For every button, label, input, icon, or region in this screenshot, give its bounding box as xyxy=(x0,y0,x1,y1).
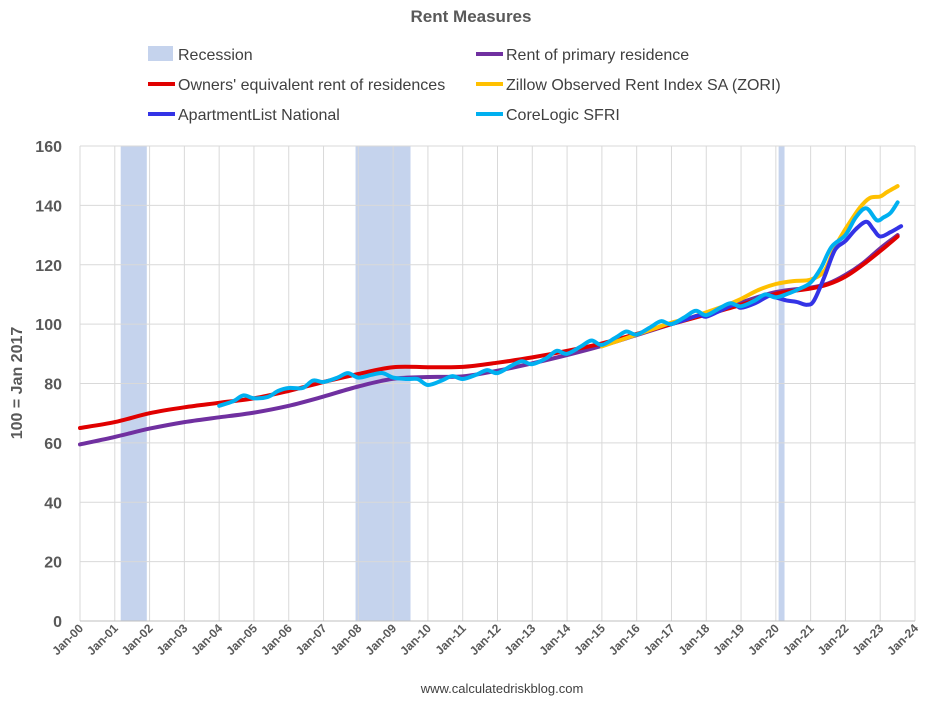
legend-swatch-recession xyxy=(148,46,173,61)
series-line-corelogic-sfri xyxy=(217,200,900,408)
y-tick-label: 160 xyxy=(35,139,62,156)
legend-label-rent-of-primary-residence: Rent of primary residence xyxy=(506,47,689,64)
y-tick-label: 20 xyxy=(44,555,62,572)
legend-label-recession: Recession xyxy=(178,47,253,64)
legend-label-apartmentlist-national: ApartmentList National xyxy=(178,107,340,124)
y-tick-label: 120 xyxy=(35,258,62,275)
y-tick-label: 140 xyxy=(35,198,62,215)
y-axis-label: 100 = Jan 2017 xyxy=(9,327,26,440)
series-line-zillow-observed-rent-index-sa-zori xyxy=(599,184,900,349)
legend-label-zillow-observed-rent-index-sa-zori: Zillow Observed Rent Index SA (ZORI) xyxy=(506,77,781,94)
y-tick-label: 40 xyxy=(44,495,62,512)
source-url: www.calculatedriskblog.com xyxy=(420,681,584,696)
y-tick-label: 60 xyxy=(44,436,62,453)
legend-label-owners-equivalent-rent-of-residences: Owners' equivalent rent of residences xyxy=(178,77,445,94)
y-tick-label: 80 xyxy=(44,377,62,394)
legend: Recession Rent of primary residence Owners… xyxy=(148,46,781,124)
y-tick-label: 0 xyxy=(53,614,62,631)
chart-title: Rent Measures xyxy=(411,7,532,26)
y-tick-label: 100 xyxy=(35,317,62,334)
legend-label-corelogic-sfri: CoreLogic SFRI xyxy=(506,107,620,124)
